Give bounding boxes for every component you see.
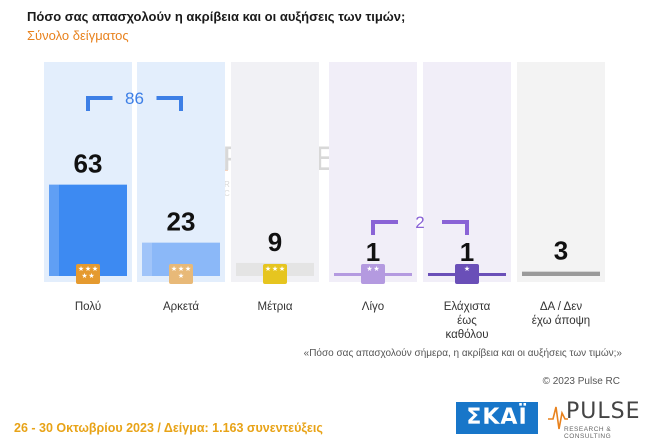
star-icon: ★	[92, 265, 98, 273]
category-label-5: έως	[457, 315, 477, 327]
category-label-5: καθόλου	[445, 329, 488, 341]
category-label-1: Πολύ	[75, 301, 101, 313]
star-icon: ★	[366, 265, 372, 273]
category-label-2: Αρκετά	[163, 301, 199, 313]
star-icon: ★	[85, 265, 91, 273]
value-label-6: 3	[554, 236, 568, 266]
column-bg-3	[231, 62, 319, 282]
rating-badge-4	[361, 264, 385, 284]
group-total-label-1: 86	[125, 89, 144, 108]
pulse-logo-text: PULSE	[566, 399, 641, 424]
question-text: «Πόσο σας απασχολούν σήμερα, η ακρίβεια …	[303, 348, 622, 359]
star-icon: ★	[272, 265, 278, 273]
star-icon: ★	[81, 272, 87, 280]
star-icon: ★	[178, 272, 184, 280]
rating-badge-1	[76, 264, 100, 284]
value-label-1: 63	[74, 149, 103, 179]
category-label-5: Ελάχιστα	[444, 301, 491, 313]
rating-badge-2	[169, 264, 193, 284]
star-icon: ★	[265, 265, 271, 273]
star-icon: ★	[178, 265, 184, 273]
chart-subtitle: Σύνολο δείγματος	[27, 28, 129, 43]
copyright-text: © 2023 Pulse RC	[542, 376, 620, 387]
value-label-5: 1	[460, 237, 474, 267]
rating-badge-3	[263, 264, 287, 284]
star-icon: ★	[171, 265, 177, 273]
bar-highlight-2	[142, 242, 152, 276]
group-bracket-1	[86, 96, 183, 111]
pulse-logo-tagline: RESEARCH & CONSULTING	[564, 426, 612, 440]
column-bg-6	[517, 62, 605, 282]
survey-info: 26 - 30 Οκτωβρίου 2023 / Δείγμα: 1.163 σ…	[14, 421, 323, 435]
category-label-4: Λίγο	[362, 301, 384, 313]
star-icon: ★	[464, 265, 470, 273]
value-label-2: 23	[167, 207, 196, 237]
chart-title: Πόσο σας απασχολούν η ακρίβεια και οι αυ…	[27, 9, 406, 24]
star-icon: ★	[373, 265, 379, 273]
star-icon: ★	[88, 272, 94, 280]
rating-badge-5	[455, 264, 479, 284]
category-label-6: έχω άποψη	[532, 315, 590, 327]
star-icon: ★	[78, 265, 84, 273]
category-label-3: Μέτρια	[258, 301, 293, 313]
pulse-logo: PULSE RESEARCH & CONSULTING	[548, 399, 644, 440]
star-icon: ★	[279, 265, 285, 273]
value-label-3: 9	[268, 227, 282, 257]
skai-logo: ΣΚΑΪ	[456, 402, 538, 434]
bar-1	[49, 184, 127, 276]
group-bracket-2	[371, 220, 469, 235]
column-bg-4	[329, 62, 417, 282]
column-bg-5	[423, 62, 511, 282]
category-label-6: ΔΑ / Δεν	[540, 301, 582, 313]
bar-6	[522, 271, 600, 276]
group-total-label-2: 2	[415, 213, 424, 232]
value-label-4: 1	[366, 237, 380, 267]
pulse-logo-heartbeat-icon	[548, 406, 568, 430]
bar-highlight-1	[49, 184, 59, 276]
star-icon: ★	[185, 265, 191, 273]
